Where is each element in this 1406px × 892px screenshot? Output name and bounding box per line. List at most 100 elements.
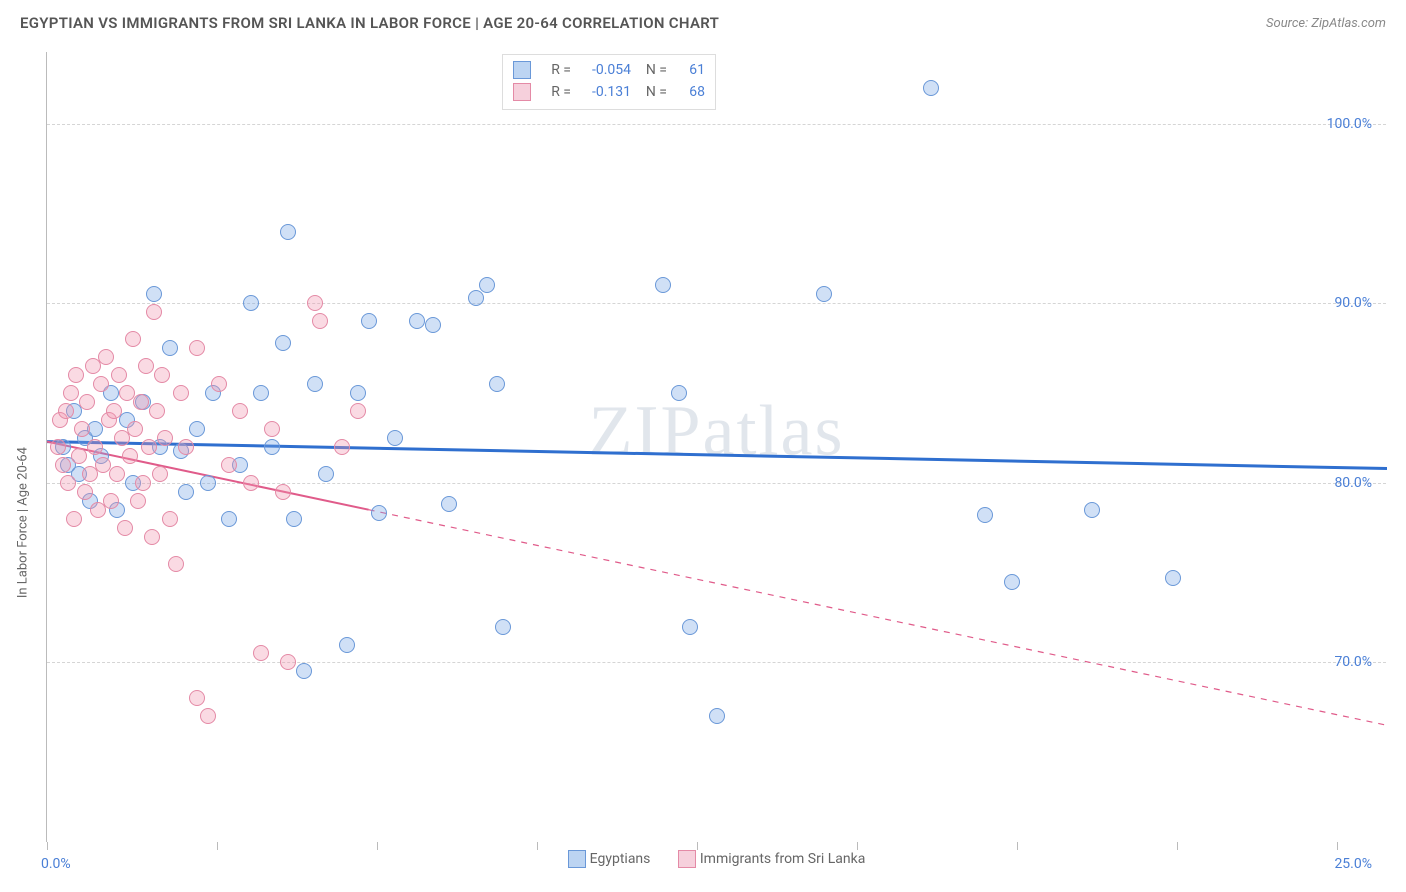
scatter-point [133,394,149,410]
scatter-point [243,295,259,311]
scatter-point [109,466,125,482]
scatter-point [60,475,76,491]
x-tick [377,842,378,850]
scatter-point [146,304,162,320]
correlation-chart: ZIPatlas In Labor Force | Age 20-64 70.0… [46,52,1386,842]
x-tick [1177,842,1178,850]
r-label: R = [539,81,571,103]
scatter-point [318,466,334,482]
scatter-point [441,496,457,512]
scatter-point [111,367,127,383]
scatter-point [87,439,103,455]
scatter-point [286,511,302,527]
scatter-point [152,466,168,482]
scatter-point [307,295,323,311]
scatter-point [154,367,170,383]
scatter-point [275,484,291,500]
scatter-point [280,654,296,670]
scatter-point [157,430,173,446]
scatter-point [1084,502,1100,518]
scatter-point [63,385,79,401]
scatter-point [117,520,133,536]
scatter-point [350,385,366,401]
n-value-a: 61 [671,59,705,81]
scatter-point [77,484,93,500]
scatter-point [671,385,687,401]
scatter-point [489,376,505,392]
n-label: N = [635,59,667,81]
x-tick [537,842,538,850]
chart-header: EGYPTIAN VS IMMIGRANTS FROM SRI LANKA IN… [0,0,1406,42]
scatter-point [232,403,248,419]
scatter-point [495,619,511,635]
scatter-point [243,475,259,491]
scatter-point [371,505,387,521]
scatter-point [468,290,484,306]
scatter-point [221,511,237,527]
x-tick [217,842,218,850]
scatter-point [149,403,165,419]
scatter-point [168,556,184,572]
scatter-point [682,619,698,635]
legend-item-a: Egyptians [568,850,651,868]
scatter-point [125,331,141,347]
scatter-point [50,439,66,455]
scatter-point [816,286,832,302]
r-value-a: -0.054 [575,59,631,81]
scatter-point [200,708,216,724]
y-axis-label: In Labor Force | Age 20-64 [16,447,31,598]
scatter-point [334,439,350,455]
scatter-point [387,430,403,446]
scatter-point [138,358,154,374]
scatter-point [66,511,82,527]
scatter-point [130,493,146,509]
scatter-point [93,376,109,392]
scatter-point [200,475,216,491]
n-value-b: 68 [671,81,705,103]
chart-title: EGYPTIAN VS IMMIGRANTS FROM SRI LANKA IN… [20,14,719,32]
scatter-point [98,349,114,365]
scatter-point [977,507,993,523]
scatter-point [162,340,178,356]
scatter-point [1165,570,1181,586]
scatter-point [178,484,194,500]
scatter-point [189,421,205,437]
scatter-point [71,448,87,464]
x-tick [697,842,698,850]
scatter-point [211,376,227,392]
scatter-point [479,277,495,293]
scatter-point [339,637,355,653]
source-attribution: Source: ZipAtlas.com [1266,16,1386,31]
scatter-point [122,448,138,464]
scatter-point [253,385,269,401]
scatter-point [173,385,189,401]
scatter-point [103,493,119,509]
swatch-icon [678,850,696,868]
scatter-point [106,403,122,419]
legend-row-series-b: R = -0.131 N = 68 [513,81,705,103]
scatter-point [264,439,280,455]
series-legend: Egyptians Immigrants from Sri Lanka [47,850,1386,872]
scatter-point [655,277,671,293]
scatter-point [74,421,90,437]
scatter-point [144,529,160,545]
scatter-point [141,439,157,455]
scatter-point [307,376,323,392]
scatter-point [127,421,143,437]
scatter-point [55,457,71,473]
legend-label-a: Egyptians [590,851,651,867]
scatter-point [79,394,95,410]
scatter-point [221,457,237,473]
r-value-b: -0.131 [575,81,631,103]
scatter-point [135,475,151,491]
scatter-point [425,317,441,333]
x-tick [1337,842,1338,850]
scatter-point [58,403,74,419]
swatch-series-a [513,61,531,79]
scatter-point [253,645,269,661]
scatter-point [923,80,939,96]
correlation-legend: R = -0.054 N = 61 R = -0.131 N = 68 [502,54,716,110]
scatter-point [296,663,312,679]
scatter-point [1004,574,1020,590]
scatter-point [162,511,178,527]
